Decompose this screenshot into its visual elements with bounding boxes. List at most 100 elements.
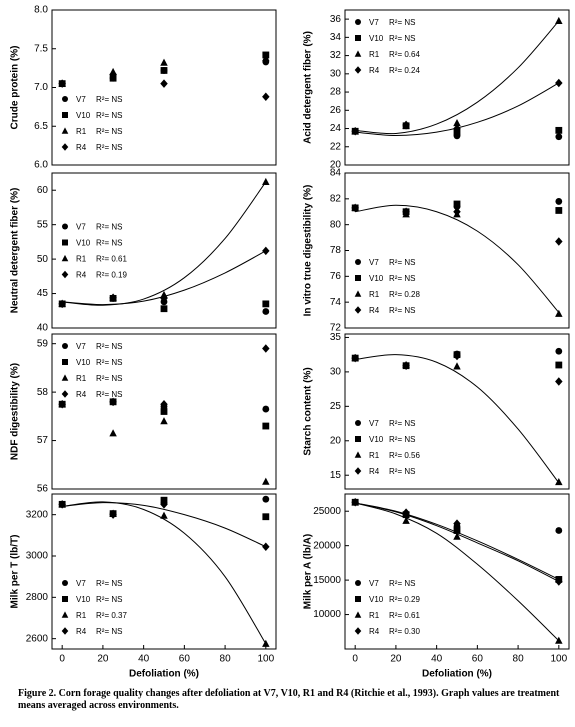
fit-curve xyxy=(62,502,267,548)
marker-triangle xyxy=(61,374,69,381)
legend-r2: R²= 0.37 xyxy=(96,611,127,620)
marker-circle xyxy=(555,198,563,205)
legend-label: R1 xyxy=(76,127,87,136)
y-tick-label: 20000 xyxy=(313,540,341,551)
marker-diamond xyxy=(262,542,270,551)
marker-square xyxy=(160,305,168,313)
legend-r2: R²= 0.56 xyxy=(389,451,420,460)
x-tick-label: 0 xyxy=(352,654,358,665)
y-tick-label: 3200 xyxy=(26,509,49,520)
marker-diamond xyxy=(58,399,66,409)
legend-r2: R²= NS xyxy=(96,374,122,383)
plot-frame xyxy=(344,9,570,166)
marker-diamond xyxy=(109,70,117,79)
marker-triangle xyxy=(262,53,270,62)
marker-diamond xyxy=(453,207,461,216)
marker-diamond xyxy=(555,577,563,586)
y-tick-label: 20 xyxy=(330,435,342,446)
marker-diamond xyxy=(351,353,359,363)
y-axis-label: Crude protein (%) xyxy=(10,46,21,130)
y-tick-label: 80 xyxy=(330,219,342,230)
marker-diamond xyxy=(160,294,168,303)
y-tick-label: 40 xyxy=(37,323,49,334)
legend-label: R4 xyxy=(76,627,87,636)
marker-diamond xyxy=(453,519,461,528)
legend-r2: R²= NS xyxy=(96,127,122,136)
legend-r2: R²= NS xyxy=(96,143,122,152)
legend-label: V10 xyxy=(369,595,384,604)
marker-square xyxy=(555,361,563,369)
legend-r2: R²= NS xyxy=(389,419,415,428)
marker-diamond xyxy=(351,498,359,507)
marker-triangle xyxy=(160,417,168,425)
x-tick-label: 0 xyxy=(59,654,65,665)
y-tick-label: 22 xyxy=(330,141,342,152)
y-tick-label: 60 xyxy=(37,185,49,196)
legend-label: V10 xyxy=(76,595,91,604)
marker-circle xyxy=(62,96,68,102)
legend-r2: R²= NS xyxy=(96,239,122,248)
marker-diamond xyxy=(160,500,168,509)
marker-square xyxy=(262,300,270,308)
marker-diamond xyxy=(109,397,117,407)
legend-r2: R²= NS xyxy=(96,627,122,636)
x-tick-label: 20 xyxy=(97,654,109,665)
fit-curve xyxy=(355,204,560,313)
marker-square xyxy=(555,126,563,134)
plot-frame xyxy=(51,333,277,490)
y-axis-label: In vitro true digestibility (%) xyxy=(303,185,314,317)
legend-r2: R²= NS xyxy=(96,595,122,604)
x-tick-label: 60 xyxy=(179,654,191,665)
x-tick-label: 80 xyxy=(220,654,232,665)
y-axis-label: Milk per A (lb/A) xyxy=(303,534,314,609)
marker-circle xyxy=(62,223,68,230)
marker-circle xyxy=(355,259,361,265)
marker-diamond xyxy=(354,306,362,314)
x-tick-label: 60 xyxy=(472,654,484,665)
y-tick-label: 78 xyxy=(330,245,342,256)
figure: 6.0 6.5 7.0 7.5 8.0 Crude protein (%) V7 R²= NS… xyxy=(10,5,570,680)
marker-diamond xyxy=(61,390,69,398)
y-tick-label: 30 xyxy=(330,367,342,378)
marker-circle xyxy=(262,405,270,413)
x-tick-label: 40 xyxy=(431,654,443,665)
legend-r2: R²= NS xyxy=(96,390,122,399)
marker-triangle xyxy=(354,50,362,57)
legend-label: V10 xyxy=(76,111,91,120)
y-tick-label: 3000 xyxy=(26,551,49,562)
y-tick-label: 30 xyxy=(330,68,342,79)
marker-circle xyxy=(262,495,270,503)
y-axis-label: Starch content (%) xyxy=(303,367,314,455)
y-tick-label: 2800 xyxy=(26,592,49,603)
y-tick-label: 20 xyxy=(330,160,342,171)
fit-curve xyxy=(355,354,560,484)
marker-diamond xyxy=(555,377,563,386)
y-tick-label: 50 xyxy=(37,254,49,265)
marker-diamond xyxy=(58,79,66,88)
y-tick-label: 10000 xyxy=(313,609,341,620)
marker-square xyxy=(355,275,361,281)
marker-diamond xyxy=(61,270,69,279)
plot-frame xyxy=(344,493,570,650)
marker-diamond xyxy=(402,207,410,216)
y-tick-label: 28 xyxy=(330,87,342,98)
marker-diamond xyxy=(109,510,117,519)
marker-triangle xyxy=(453,118,461,127)
x-tick-label: 80 xyxy=(513,654,525,665)
marker-triangle xyxy=(109,429,117,437)
marker-square xyxy=(62,239,68,246)
marker-square xyxy=(62,359,68,365)
y-axis-label: Neutral detergent fiber (%) xyxy=(10,188,21,314)
fit-curve xyxy=(62,501,267,645)
x-tick-label: 100 xyxy=(257,654,274,665)
marker-triangle xyxy=(453,362,461,370)
legend-label: V7 xyxy=(369,419,379,428)
marker-square xyxy=(262,513,270,521)
legend-label: V10 xyxy=(76,239,91,248)
legend-r2: R²= NS xyxy=(96,579,122,588)
legend-r2: R²= 0.61 xyxy=(389,611,420,620)
marker-diamond xyxy=(351,127,359,136)
legend-label: V7 xyxy=(76,342,86,351)
marker-circle xyxy=(555,133,563,141)
marker-triangle xyxy=(354,451,362,458)
